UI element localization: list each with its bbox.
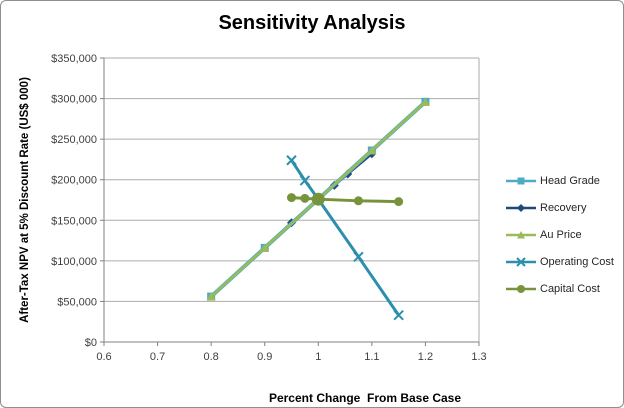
legend-label: Operating Cost xyxy=(540,255,614,268)
operating-cost-legend-icon xyxy=(506,256,536,267)
legend-label: Head Grade xyxy=(540,174,600,187)
y-tick-label: $150,000 xyxy=(51,215,97,227)
legend-item-capital-cost: Capital Cost xyxy=(505,275,614,302)
x-tick-label: 0.8 xyxy=(203,351,218,363)
marker-capital-cost xyxy=(353,196,363,206)
au-price-legend-icon xyxy=(506,230,536,238)
x-tick-label: 1.2 xyxy=(418,351,433,363)
legend-label: Recovery xyxy=(540,201,587,214)
legend-label: Au Price xyxy=(540,228,582,241)
legend-marker-capital-cost xyxy=(517,284,525,293)
legend-label: Capital Cost xyxy=(540,282,600,295)
marker-capital-cost xyxy=(394,197,404,207)
x-tick-label: 0.6 xyxy=(96,351,111,363)
legend-item-head-grade: Head Grade xyxy=(505,167,614,194)
marker-capital-cost xyxy=(311,192,325,206)
y-tick-label: $300,000 xyxy=(51,94,97,106)
marker-capital-cost xyxy=(287,193,296,203)
y-tick-label: $250,000 xyxy=(51,134,97,146)
series-capital-cost xyxy=(287,192,404,207)
marker-au-price xyxy=(420,97,430,106)
y-tick-label: $350,000 xyxy=(51,53,97,65)
marker-capital-cost xyxy=(300,193,310,203)
legend-item-operating-cost: Operating Cost xyxy=(505,248,614,275)
x-tick-label: 1.1 xyxy=(364,351,379,363)
recovery-legend-icon xyxy=(506,203,536,212)
capital-cost-legend-icon xyxy=(506,284,536,293)
x-tick-label: 0.9 xyxy=(257,351,272,363)
legend-item-au-price: Au Price xyxy=(505,221,614,248)
legend-item-recovery: Recovery xyxy=(505,194,614,221)
y-tick-label: $100,000 xyxy=(51,256,97,268)
legend-marker-head-grade xyxy=(517,177,525,184)
chart-title: Sensitivity Analysis xyxy=(218,12,406,34)
x-axis-title: Percent Change From Base Case xyxy=(268,391,462,405)
marker-au-price xyxy=(367,146,377,155)
x-tick-label: 0.7 xyxy=(150,351,165,363)
legend-marker-au-price xyxy=(517,230,525,238)
marker-operating-cost xyxy=(286,155,297,166)
head-grade-legend-icon xyxy=(506,177,536,184)
y-tick-label: $200,000 xyxy=(51,175,97,187)
series-operating-cost xyxy=(286,155,404,321)
marker-operating-cost xyxy=(299,175,311,186)
marker-operating-cost xyxy=(393,310,404,321)
marker-au-price xyxy=(260,243,270,252)
legend: Head Grade Recovery Au Price Operating Cost… xyxy=(505,167,614,302)
y-tick-label: $0 xyxy=(85,337,97,349)
marker-au-price xyxy=(206,292,216,301)
legend-marker-recovery xyxy=(517,203,525,212)
x-tick-label: 1 xyxy=(315,351,321,363)
y-tick-label: $50,000 xyxy=(57,296,97,308)
x-tick-label: 1.3 xyxy=(471,351,486,363)
marker-operating-cost xyxy=(353,251,364,263)
legend-marker-operating-cost xyxy=(516,256,526,267)
